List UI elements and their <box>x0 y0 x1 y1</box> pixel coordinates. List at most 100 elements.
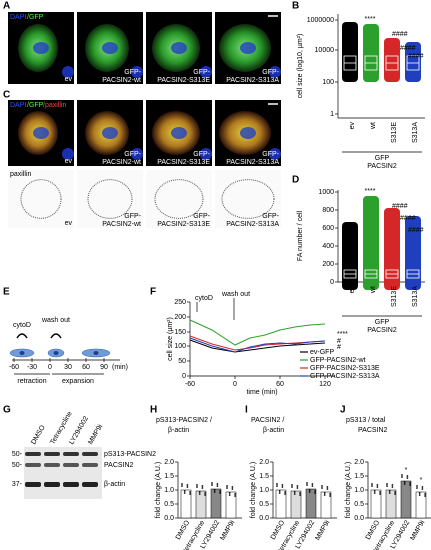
panel-title: β-actin <box>263 427 284 434</box>
annotation: wash out <box>221 291 250 298</box>
bar <box>225 491 237 519</box>
stain: DAPI <box>10 14 26 21</box>
y-tick-label: 0.0 <box>259 515 269 522</box>
band-label: PACSIN2 <box>104 462 134 469</box>
dot <box>388 490 391 492</box>
dot <box>321 487 323 489</box>
dot <box>401 476 403 478</box>
y-tick-label: 100 <box>322 79 334 86</box>
dot <box>181 483 183 485</box>
x-tick-label: MMP9i <box>219 519 236 542</box>
dot <box>231 488 234 490</box>
y-tick-label: 1000000 <box>307 17 334 24</box>
significance: * <box>420 477 423 484</box>
x-tick-label: ev <box>349 122 356 130</box>
bar <box>210 488 222 519</box>
panel-title: pS313 / total <box>346 417 386 424</box>
axis-title: fold change (A.U.) <box>155 462 162 518</box>
x-tick-label: ev <box>349 286 356 294</box>
image-label: GFP-PACSIN2-S313A <box>226 151 279 166</box>
y-tick-label: 0 <box>330 279 334 286</box>
tick-label: 60 <box>82 364 90 371</box>
axis-title: fold change (A.U.) <box>345 462 352 518</box>
dot <box>329 493 331 495</box>
dot <box>424 495 426 497</box>
dot <box>418 494 421 496</box>
dot <box>311 483 314 485</box>
dot <box>401 474 403 476</box>
significance: #### <box>408 227 424 234</box>
bar <box>290 490 302 519</box>
axis-title: time (min) <box>246 389 277 396</box>
band <box>63 482 79 487</box>
y-tick-label: 1 <box>330 111 334 118</box>
cell-outline <box>87 179 133 219</box>
bar <box>305 488 317 519</box>
y-tick-label: 1.0 <box>354 487 364 494</box>
annotation: cytoD <box>13 322 31 329</box>
y-tick-label: 10000 <box>315 47 335 54</box>
label-part: GFP- <box>262 69 279 76</box>
dot <box>386 485 388 487</box>
nucleus <box>33 127 49 139</box>
dot <box>314 492 316 494</box>
y-tick-label: 0 <box>182 373 186 380</box>
cell-outline <box>154 179 204 219</box>
dot <box>371 485 373 487</box>
dot <box>329 495 331 497</box>
dot <box>276 485 278 487</box>
dot <box>409 482 411 484</box>
nucleus <box>269 148 281 160</box>
cell-outline <box>221 179 275 219</box>
tick-label: 90 <box>100 364 108 371</box>
dot <box>373 492 376 494</box>
dot <box>373 490 376 492</box>
lane-label: DMSO <box>30 424 47 446</box>
group-label: GFP <box>375 155 390 162</box>
dot <box>388 492 391 494</box>
dot <box>379 491 381 493</box>
dot <box>376 484 379 486</box>
cell-outline <box>20 179 62 219</box>
label-part: PACSIN2-S313A <box>226 159 279 166</box>
y-tick-label: 0.5 <box>164 501 174 508</box>
bar <box>195 490 207 519</box>
label-part: PACSIN2-S313E <box>157 221 210 228</box>
axis-title: FA number / cell <box>297 210 304 261</box>
violin <box>342 22 358 82</box>
image-label: GFP-PACSIN2-wt <box>102 69 141 84</box>
arrow <box>50 333 62 339</box>
label-part: PACSIN2-wt <box>102 159 141 166</box>
label-part: GFP- <box>124 151 141 158</box>
dot <box>311 485 314 487</box>
image-label: GFP-PACSIN2-S313A <box>226 213 279 228</box>
dot <box>186 486 189 488</box>
dot <box>323 492 326 494</box>
dot <box>228 494 231 496</box>
x-tick-label: -60 <box>185 381 195 388</box>
bar <box>180 489 192 519</box>
band <box>63 452 79 456</box>
group-label: PACSIN2 <box>367 163 397 170</box>
dot <box>281 486 284 488</box>
violin <box>384 38 400 82</box>
dot <box>314 490 316 492</box>
label-part: GFP- <box>193 151 210 158</box>
phase: retraction <box>17 378 46 385</box>
dot <box>371 483 373 485</box>
significance: **** <box>365 16 376 23</box>
dot <box>291 484 293 486</box>
dot <box>226 487 228 489</box>
dot <box>416 487 418 489</box>
label-part: GFP- <box>262 213 279 220</box>
y-tick-label: 1.5 <box>164 473 174 480</box>
image-label: GFP-PACSIN2-wt <box>102 151 141 166</box>
dot <box>394 491 396 493</box>
dot <box>216 483 219 485</box>
dot <box>293 493 296 495</box>
x-tick-label: 120 <box>319 381 331 388</box>
nucleus <box>200 148 212 160</box>
nucleus <box>62 148 74 160</box>
y-tick-label: 2.0 <box>259 459 269 466</box>
dot <box>219 492 222 494</box>
